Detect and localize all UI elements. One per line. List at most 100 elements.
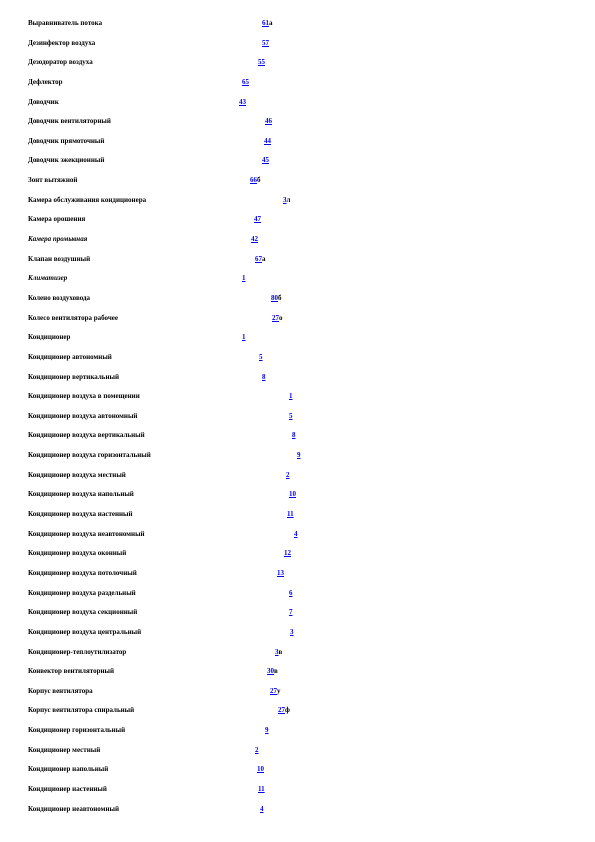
index-entry: Кондиционер воздуха потолочный 13 <box>0 564 595 584</box>
page-number-link[interactable]: 4 <box>260 804 264 813</box>
page-reference: 4 <box>260 800 264 820</box>
page-reference: 44 <box>264 132 271 152</box>
index-term: Кондиционер воздуха неавтономный <box>28 529 145 538</box>
index-entry: Кондиционер воздуха оконный 12 <box>0 544 595 564</box>
page-reference: 1 <box>242 328 246 348</box>
page-number-link[interactable]: 12 <box>284 549 291 558</box>
page-reference: 67а <box>255 250 266 270</box>
page-reference: 12 <box>284 544 291 564</box>
index-term: Кондиционер воздуха секционный <box>28 608 138 617</box>
index-term: Дезинфектор воздуха <box>28 38 96 47</box>
index-term: Кондиционер воздуха напольный <box>28 490 134 499</box>
page-number-link[interactable]: 11 <box>258 784 265 793</box>
index-entry: Корпус вентилятора 27у <box>0 682 595 702</box>
page-suffix: у <box>277 686 281 695</box>
index-term: Зонт вытяжной <box>28 176 78 185</box>
page-reference: 11 <box>258 780 265 800</box>
page-reference: 57 <box>262 34 269 54</box>
index-entry: Кондиционер воздуха горизонтальный 9 <box>0 446 595 466</box>
page-suffix: в <box>278 647 283 656</box>
page-reference: 61а <box>262 14 273 34</box>
page-reference: 45 <box>262 151 269 171</box>
page-number-link[interactable]: 5 <box>289 411 293 420</box>
page-suffix: о <box>279 313 283 322</box>
page-number-link[interactable]: 10 <box>289 490 296 499</box>
page-number-link[interactable]: 55 <box>258 58 265 67</box>
index-term: Доводчик вентиляторный <box>28 117 111 126</box>
page-number-link[interactable]: 61 <box>262 19 269 27</box>
page-number-link[interactable]: 47 <box>254 215 261 224</box>
index-term: Кондиционер воздуха центральный <box>28 627 142 636</box>
index-entry: Камера обслуживания кондиционера 3л <box>0 191 595 211</box>
page-number-link[interactable]: 3 <box>290 627 294 636</box>
page-reference: 7 <box>289 603 293 623</box>
index-entry: Кондиционер вертикальный 8 <box>0 368 595 388</box>
page-number-link[interactable]: 46 <box>265 117 272 126</box>
page-number-link[interactable]: 9 <box>297 451 301 460</box>
index-entry: Камера промывная 42 <box>0 230 595 250</box>
page-reference: 43 <box>239 93 246 113</box>
page-number-link[interactable]: 1 <box>289 392 293 401</box>
index-entry: Корпус вентилятора спиральный 27ф <box>0 701 595 721</box>
page-reference: 30в <box>267 662 278 682</box>
index-term: Дезодоратор воздуха <box>28 58 93 67</box>
index-entry: Кондиционер воздуха местный 2 <box>0 466 595 486</box>
page-number-link[interactable]: 65 <box>242 77 249 86</box>
page-reference: 2 <box>255 741 259 761</box>
page-reference: 27о <box>272 309 283 329</box>
page-number-link[interactable]: 67 <box>255 254 262 263</box>
index-term: Камера промывная <box>28 235 88 244</box>
page-number-link[interactable]: 1 <box>242 274 246 283</box>
index-term: Корпус вентилятора спиральный <box>28 706 135 715</box>
page-number-link[interactable]: 30 <box>267 667 274 676</box>
page-number-link[interactable]: 57 <box>262 38 269 47</box>
page-number-link[interactable]: 42 <box>251 235 258 244</box>
index-term: Кондиционер горизонтальный <box>28 726 126 735</box>
page-suffix: а <box>262 254 266 263</box>
page-number-link[interactable]: 2 <box>286 470 290 479</box>
page-number-link[interactable]: 27 <box>272 313 279 322</box>
index-entry: Зонт вытяжной 66б <box>0 171 595 191</box>
page-suffix: ф <box>285 706 290 715</box>
page-number-link[interactable]: 1 <box>242 333 246 342</box>
page-number-link[interactable]: 6 <box>289 588 293 597</box>
index-entry: Кондиционер воздуха секционный 7 <box>0 603 595 623</box>
page-number-link[interactable]: 27 <box>270 686 277 695</box>
index-entry: Кондиционер воздуха автономный 5 <box>0 407 595 427</box>
page-number-link[interactable]: 45 <box>262 156 269 165</box>
index-entry: Камера орошения 47 <box>0 210 595 230</box>
index-term: Корпус вентилятора <box>28 686 93 695</box>
page-number-link[interactable]: 3 <box>275 647 279 656</box>
page-reference: 5 <box>259 348 263 368</box>
page-number-link[interactable]: 43 <box>239 97 246 106</box>
index-entry: Доводчик 43 <box>0 93 595 113</box>
index-entry: Кондиционер воздуха центральный 3 <box>0 623 595 643</box>
index-entry: Кондиционер местный 2 <box>0 741 595 761</box>
index-entry: Климатизер 1 <box>0 269 595 289</box>
page-number-link[interactable]: 11 <box>287 510 294 519</box>
page-number-link[interactable]: 4 <box>294 529 298 538</box>
page-number-link[interactable]: 8 <box>292 431 296 440</box>
page-reference: 9 <box>265 721 269 741</box>
page-number-link[interactable]: 27 <box>278 706 285 715</box>
page-number-link[interactable]: 8 <box>262 372 266 381</box>
page-number-link[interactable]: 9 <box>265 726 269 735</box>
page-number-link[interactable]: 13 <box>277 568 284 577</box>
page-number-link[interactable]: 2 <box>255 745 259 754</box>
index-term: Кондиционер-теплоутилизатор <box>28 647 127 656</box>
page-number-link[interactable]: 80 <box>271 293 278 302</box>
page-number-link[interactable]: 44 <box>264 136 271 145</box>
page-number-link[interactable]: 7 <box>289 608 293 617</box>
index-term: Конвектор вентиляторный <box>28 667 115 676</box>
index-entry: Кондиционер-теплоутилизатор 3в <box>0 643 595 663</box>
page-reference: 1 <box>242 269 246 289</box>
index-entry: Клапан воздушный 67а <box>0 250 595 270</box>
page-number-link[interactable]: 66 <box>250 176 257 185</box>
page-number-link[interactable]: 5 <box>259 352 263 361</box>
page-number-link[interactable]: 3 <box>283 195 287 204</box>
index-term: Кондиционер <box>28 333 71 342</box>
index-term: Доводчик прямоточный <box>28 136 105 145</box>
page-reference: 3в <box>275 643 282 663</box>
page-number-link[interactable]: 10 <box>257 765 264 774</box>
index-term: Камера обслуживания кондиционера <box>28 195 147 204</box>
